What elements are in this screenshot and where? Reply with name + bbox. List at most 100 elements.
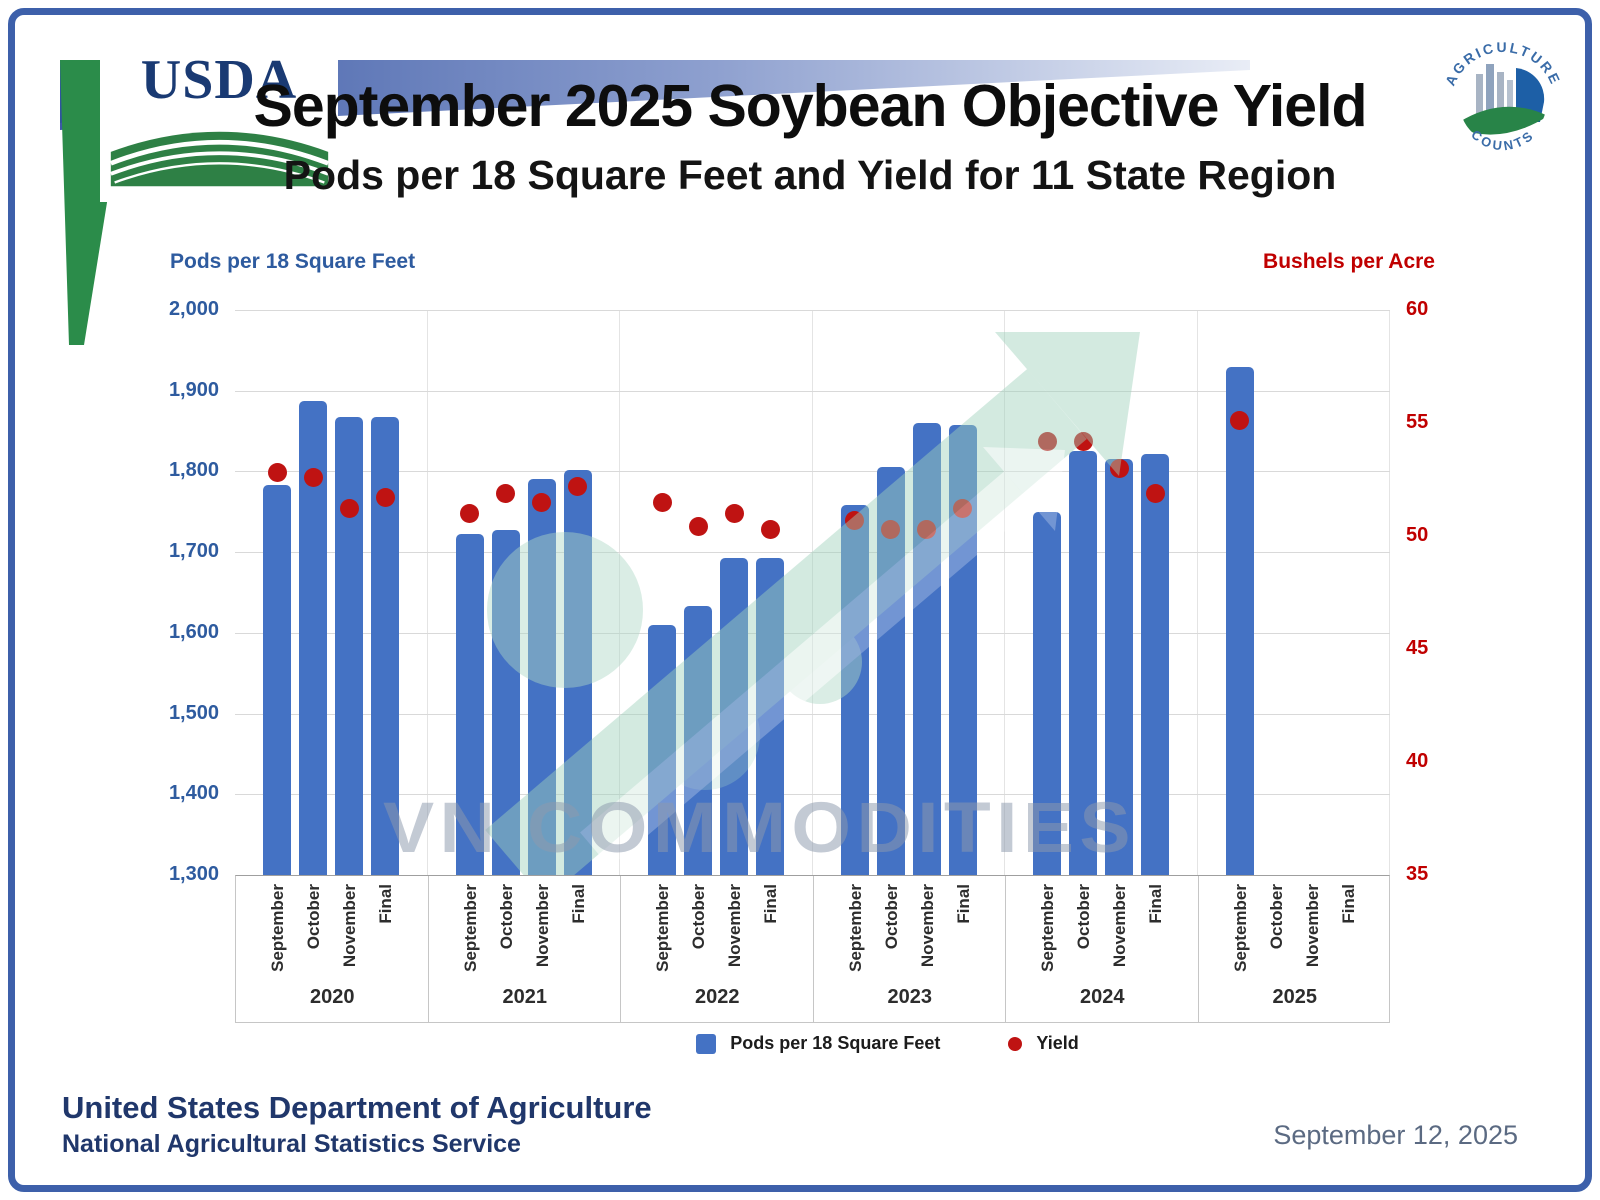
month-label: November xyxy=(917,884,937,968)
yield-dot xyxy=(1109,458,1129,478)
yield-dot xyxy=(881,519,901,539)
yield-dot xyxy=(496,483,516,503)
month-label: September xyxy=(1038,884,1058,972)
bar xyxy=(648,624,677,875)
yield-dot xyxy=(917,519,937,539)
group-separator xyxy=(426,310,428,875)
yield-dot xyxy=(724,503,744,523)
year-label: 2021 xyxy=(502,986,548,1008)
bar xyxy=(335,416,364,875)
bar xyxy=(263,485,292,875)
badge-graphic xyxy=(1459,64,1547,135)
gridline xyxy=(235,552,1390,554)
legend-swatch-yield xyxy=(1008,1036,1023,1051)
agriculture-counts-logo: AGRICULTURE COUNTS xyxy=(1441,39,1565,163)
y-axis-tick-left: 1,900 xyxy=(168,378,219,401)
y-axis-tick-right: 55 xyxy=(1406,411,1429,433)
bar xyxy=(912,423,941,875)
yield-dot xyxy=(303,467,323,487)
yield-dot xyxy=(532,492,552,512)
month-label: November xyxy=(1302,884,1322,968)
year-label: 2025 xyxy=(1272,986,1318,1008)
month-label: October xyxy=(496,884,516,950)
bar xyxy=(491,529,520,875)
yield-dot xyxy=(339,499,359,519)
month-label: September xyxy=(1230,884,1250,972)
x-cell-divider xyxy=(1197,876,1199,1022)
month-label: Final xyxy=(953,884,973,924)
right-axis-title: Bushels per Acre xyxy=(1263,250,1435,273)
month-label: November xyxy=(1110,884,1130,968)
bar xyxy=(1069,451,1098,875)
month-label: Final xyxy=(1146,884,1166,924)
year-label: 2020 xyxy=(310,986,355,1008)
chart: Pods per 18 Square Feet Bushels per Acre… xyxy=(165,248,1445,1088)
bar xyxy=(563,469,592,875)
x-cell-divider xyxy=(812,876,814,1022)
usda-field-icon xyxy=(109,131,329,187)
bar xyxy=(1141,453,1170,875)
bar xyxy=(1033,511,1062,875)
yield-dot xyxy=(845,510,865,530)
y-axis-tick-right: 35 xyxy=(1406,863,1429,885)
month-label: November xyxy=(725,884,745,968)
yield-dot xyxy=(267,463,287,483)
legend-swatch-pods xyxy=(696,1033,717,1054)
gridline xyxy=(235,794,1390,796)
gridline xyxy=(235,632,1390,634)
gridline xyxy=(235,471,1390,473)
x-cell-divider xyxy=(1005,876,1006,1022)
yield-dot xyxy=(953,499,973,519)
month-label: October xyxy=(1074,884,1094,950)
bar xyxy=(1225,367,1254,875)
bar xyxy=(455,534,484,875)
yield-dot xyxy=(1145,483,1165,503)
month-label: September xyxy=(268,884,288,972)
year-label: 2023 xyxy=(887,986,933,1008)
yield-dot xyxy=(1037,431,1057,451)
group-separator xyxy=(1004,310,1005,875)
y-axis-tick-left: 2,000 xyxy=(168,298,219,320)
bar xyxy=(684,606,713,875)
yield-dot xyxy=(652,492,672,512)
y-axis-tick-left: 1,300 xyxy=(168,863,219,885)
yield-dot xyxy=(460,503,480,523)
gridline xyxy=(235,390,1390,392)
x-cell-divider xyxy=(620,876,621,1022)
yield-dot xyxy=(760,519,780,539)
footer-date: September 12, 2025 xyxy=(1273,1120,1518,1150)
left-axis-title: Pods per 18 Square Feet xyxy=(170,250,416,273)
plot-area: 2,000 1,900 1,800 1,700 1,600 1,500 1,400 1,300… xyxy=(169,298,1428,885)
bar xyxy=(756,557,785,875)
bar xyxy=(371,416,400,875)
yield-dot xyxy=(688,517,708,537)
footer-org: United States Department of Agriculture xyxy=(62,1090,652,1125)
y-axis-tick-right: 60 xyxy=(1406,298,1429,320)
legend-label-yield: Yield xyxy=(1036,1033,1079,1053)
month-label: Final xyxy=(568,884,588,924)
x-axis: 2020 September October November Final 2021 Sep… xyxy=(235,875,1390,1023)
legend-label-pods: Pods per 18 Square Feet xyxy=(730,1033,941,1053)
footer-service: National Agricultural Statistics Service xyxy=(62,1130,521,1158)
month-label: Final xyxy=(376,884,396,924)
y-axis-tick-left: 1,800 xyxy=(168,459,219,482)
group-separator xyxy=(1196,310,1198,875)
month-label: September xyxy=(653,884,673,972)
month-label: October xyxy=(1266,884,1286,950)
bar xyxy=(720,557,749,875)
month-label: September xyxy=(460,884,480,972)
page-title: September 2025 Soybean Objective Yield xyxy=(253,73,1367,139)
y-axis-tick-right: 50 xyxy=(1406,524,1429,546)
month-label: November xyxy=(532,884,552,968)
month-label: Final xyxy=(761,884,781,924)
yield-dot xyxy=(375,488,395,508)
month-label: October xyxy=(689,884,709,950)
group-separator xyxy=(811,310,813,875)
y-axis-tick-left: 1,400 xyxy=(168,782,219,805)
month-label: Final xyxy=(1338,884,1358,924)
page-subtitle: Pods per 18 Square Feet and Yield for 11… xyxy=(283,152,1337,198)
gridline xyxy=(235,310,1390,311)
yield-dot xyxy=(1073,431,1093,451)
month-label: November xyxy=(340,884,360,968)
x-cell-divider xyxy=(427,876,429,1022)
